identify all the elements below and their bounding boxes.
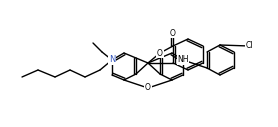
Text: NH: NH xyxy=(177,55,189,65)
Text: Cl: Cl xyxy=(245,42,253,51)
Text: O: O xyxy=(170,28,176,37)
Text: N: N xyxy=(109,55,115,65)
Text: O: O xyxy=(157,49,163,58)
Text: O: O xyxy=(145,83,151,92)
